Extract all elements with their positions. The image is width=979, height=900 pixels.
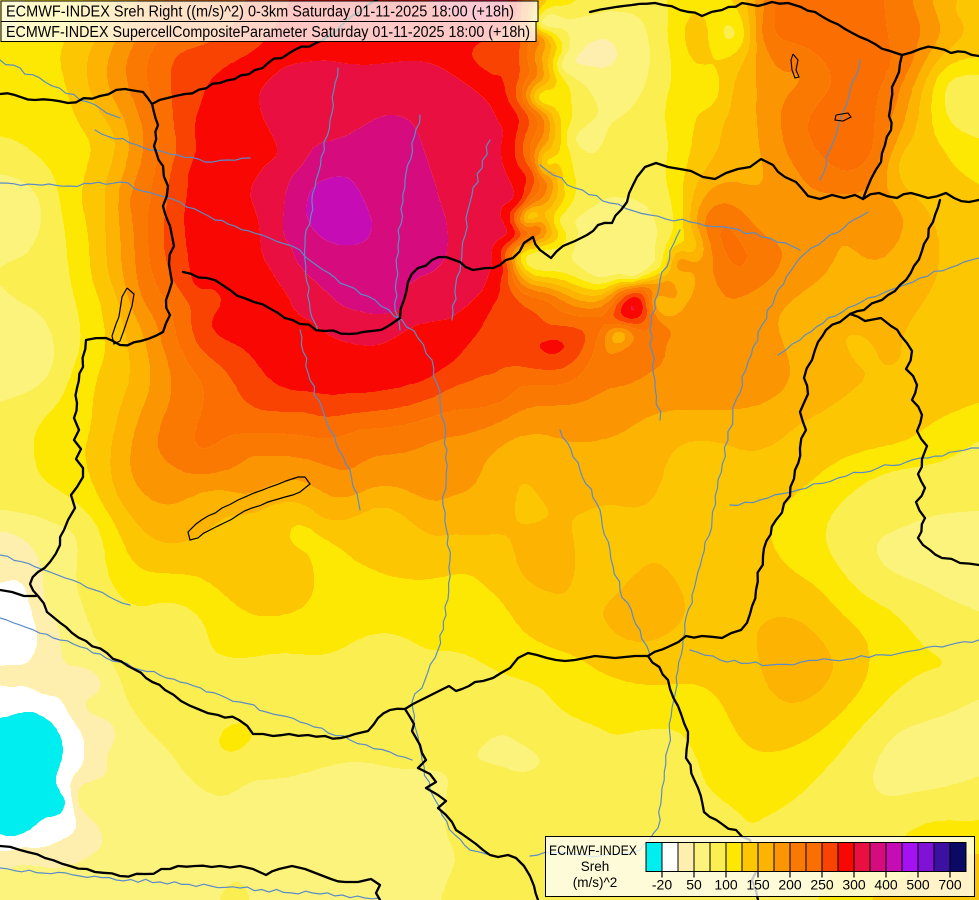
svg-text:100: 100 [714,877,738,893]
svg-text:ECMWF-INDEX Sreh Right ((m/s)^: ECMWF-INDEX Sreh Right ((m/s)^2) 0-3km S… [6,4,514,21]
svg-text:400: 400 [874,877,898,893]
svg-text:300: 300 [842,877,866,893]
svg-text:500: 500 [906,877,930,893]
svg-text:200: 200 [778,877,802,893]
svg-text:50: 50 [686,877,702,893]
svg-text:250: 250 [810,877,834,893]
svg-text:(m/s)^2: (m/s)^2 [573,875,618,890]
svg-text:-20: -20 [652,877,672,893]
svg-text:Sreh: Sreh [581,859,610,874]
svg-text:700: 700 [938,877,962,893]
svg-text:ECMWF-INDEX SupercellComposite: ECMWF-INDEX SupercellCompositeParameter … [6,24,530,41]
svg-text:ECMWF-INDEX: ECMWF-INDEX [549,843,637,858]
svg-text:150: 150 [746,877,770,893]
